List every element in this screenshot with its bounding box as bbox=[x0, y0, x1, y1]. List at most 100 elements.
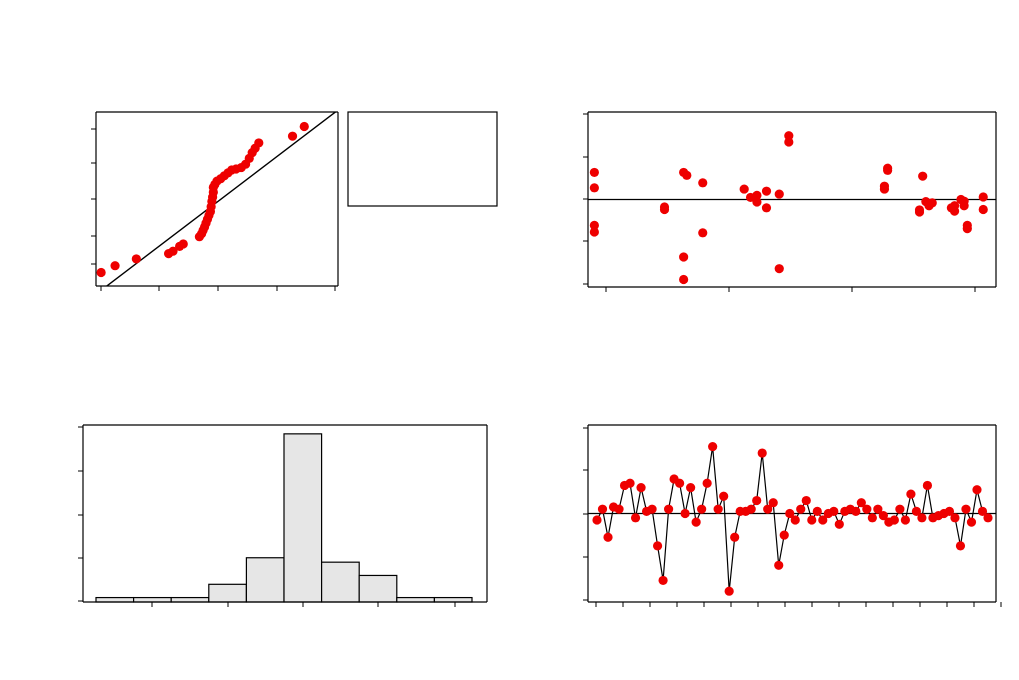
data-point bbox=[178, 239, 188, 249]
data-point bbox=[983, 513, 993, 523]
data-point bbox=[625, 478, 635, 488]
data-point bbox=[779, 530, 789, 540]
data-point bbox=[299, 121, 309, 132]
data-point bbox=[647, 504, 657, 514]
data-point bbox=[774, 560, 784, 570]
data-point bbox=[978, 204, 988, 215]
data-point bbox=[658, 575, 668, 586]
data-point bbox=[719, 491, 729, 501]
data-point bbox=[730, 532, 740, 542]
histogram-bar bbox=[321, 561, 360, 603]
data-point bbox=[589, 220, 599, 230]
data-point bbox=[96, 267, 106, 278]
data-point bbox=[630, 513, 641, 523]
data-point bbox=[663, 504, 674, 514]
data-point bbox=[287, 131, 298, 141]
data-point bbox=[686, 482, 696, 493]
data-point bbox=[914, 207, 925, 217]
data-point bbox=[900, 515, 910, 525]
data-point bbox=[589, 227, 599, 237]
data-point bbox=[739, 184, 749, 194]
histogram-bar bbox=[245, 557, 285, 603]
data-point bbox=[867, 513, 877, 523]
data-point bbox=[796, 504, 806, 514]
data-point bbox=[829, 506, 839, 516]
data-point bbox=[697, 504, 707, 514]
histogram-bar bbox=[283, 433, 323, 603]
data-point bbox=[691, 517, 701, 527]
data-point bbox=[675, 478, 685, 488]
data-point bbox=[906, 489, 916, 499]
data-point bbox=[774, 189, 784, 199]
data-point bbox=[955, 541, 966, 551]
data-point bbox=[752, 495, 762, 506]
data-point bbox=[966, 517, 977, 527]
data-point bbox=[757, 448, 767, 458]
histogram-bar bbox=[433, 596, 473, 603]
data-point bbox=[911, 506, 922, 516]
data-point bbox=[834, 519, 844, 529]
data-point bbox=[724, 586, 734, 596]
data-point bbox=[597, 504, 608, 514]
data-point bbox=[110, 261, 120, 271]
fit-line bbox=[105, 112, 337, 286]
data-point bbox=[752, 190, 762, 200]
data-point bbox=[636, 482, 646, 493]
data-point bbox=[927, 198, 937, 208]
histogram-bar bbox=[133, 596, 172, 603]
data-point bbox=[746, 504, 756, 514]
data-point bbox=[768, 498, 778, 508]
data-point bbox=[589, 183, 599, 193]
data-point bbox=[708, 441, 718, 452]
data-point bbox=[949, 201, 960, 211]
data-point bbox=[254, 138, 264, 148]
data-point bbox=[761, 203, 772, 213]
data-point bbox=[168, 246, 178, 256]
data-point bbox=[922, 480, 933, 491]
histogram-bar bbox=[358, 574, 398, 603]
data-point bbox=[878, 511, 888, 521]
data-point bbox=[752, 197, 762, 207]
data-point bbox=[801, 495, 811, 506]
data-point bbox=[679, 252, 689, 262]
data-point bbox=[698, 228, 708, 238]
data-point bbox=[918, 171, 928, 181]
data-point bbox=[818, 515, 828, 525]
data-point bbox=[950, 513, 960, 523]
data-point bbox=[713, 504, 723, 514]
data-point bbox=[961, 504, 971, 514]
data-point bbox=[679, 274, 689, 285]
data-point bbox=[702, 478, 712, 488]
data-point bbox=[589, 167, 599, 178]
data-point bbox=[774, 264, 784, 274]
histogram-bar bbox=[208, 583, 248, 603]
legend-box bbox=[347, 111, 498, 207]
data-point bbox=[862, 504, 872, 514]
residuals-vs-order-plot bbox=[583, 424, 1002, 607]
data-point bbox=[895, 504, 905, 514]
data-point bbox=[682, 170, 692, 180]
data-point bbox=[131, 254, 141, 264]
data-point bbox=[977, 506, 988, 516]
histogram-bar bbox=[170, 596, 210, 603]
data-point bbox=[592, 515, 602, 525]
data-point bbox=[761, 186, 772, 196]
normal-probability-plot bbox=[91, 111, 339, 291]
data-point bbox=[889, 515, 899, 525]
data-point bbox=[603, 532, 613, 542]
data-point bbox=[790, 515, 800, 525]
data-point bbox=[959, 201, 969, 211]
histogram-bar bbox=[95, 596, 135, 603]
legend-frame bbox=[347, 111, 498, 207]
data-point bbox=[614, 504, 624, 514]
data-point bbox=[812, 506, 822, 516]
data-point bbox=[851, 506, 861, 516]
residuals-vs-fits-plot bbox=[583, 111, 997, 292]
data-point bbox=[652, 541, 663, 551]
data-point bbox=[856, 498, 866, 508]
data-point bbox=[917, 513, 927, 523]
data-point bbox=[763, 504, 773, 514]
data-point bbox=[680, 508, 690, 519]
data-point bbox=[807, 515, 817, 525]
